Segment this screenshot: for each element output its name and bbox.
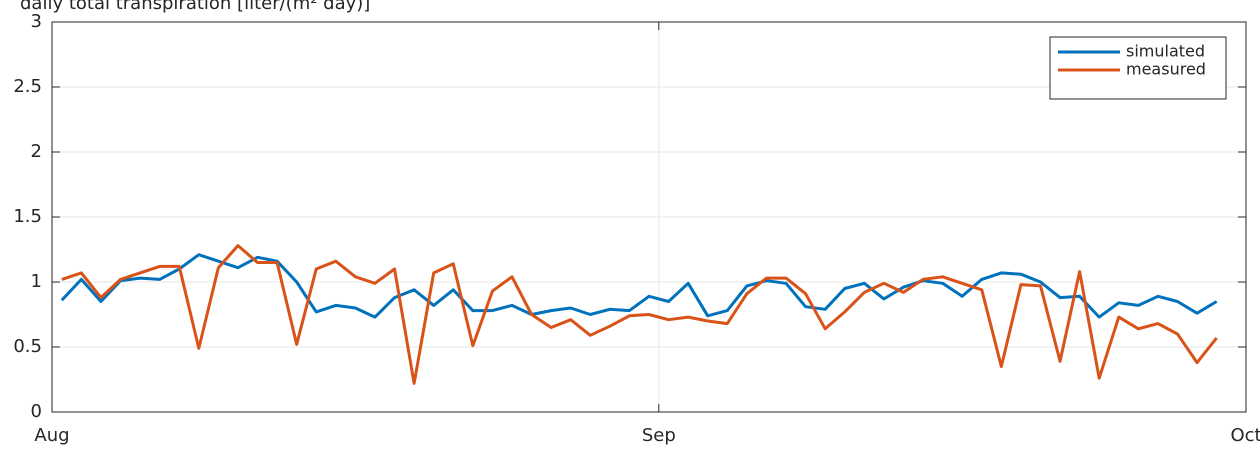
y-tick-label: 1	[31, 271, 42, 292]
legend-label: measured	[1126, 60, 1206, 79]
y-tick-label: 0.5	[13, 336, 42, 357]
axes-box	[51, 21, 1247, 413]
chart-title: daily total transpiration [liter/(m² day…	[20, 0, 370, 14]
legend-box	[1049, 36, 1227, 100]
x-tick-label: Aug	[34, 425, 69, 446]
y-tick-label: 0	[31, 401, 42, 422]
y-tick-label: 2	[31, 141, 42, 162]
y-tick-label: 1.5	[13, 206, 42, 227]
data-line	[61, 244, 1218, 385]
x-tick-label: Oct	[1230, 425, 1260, 446]
legend-label: simulated	[1126, 42, 1205, 61]
x-tick-label: Sep	[642, 425, 676, 446]
y-tick-label: 2.5	[13, 76, 42, 97]
y-tick-label: 3	[31, 11, 42, 32]
